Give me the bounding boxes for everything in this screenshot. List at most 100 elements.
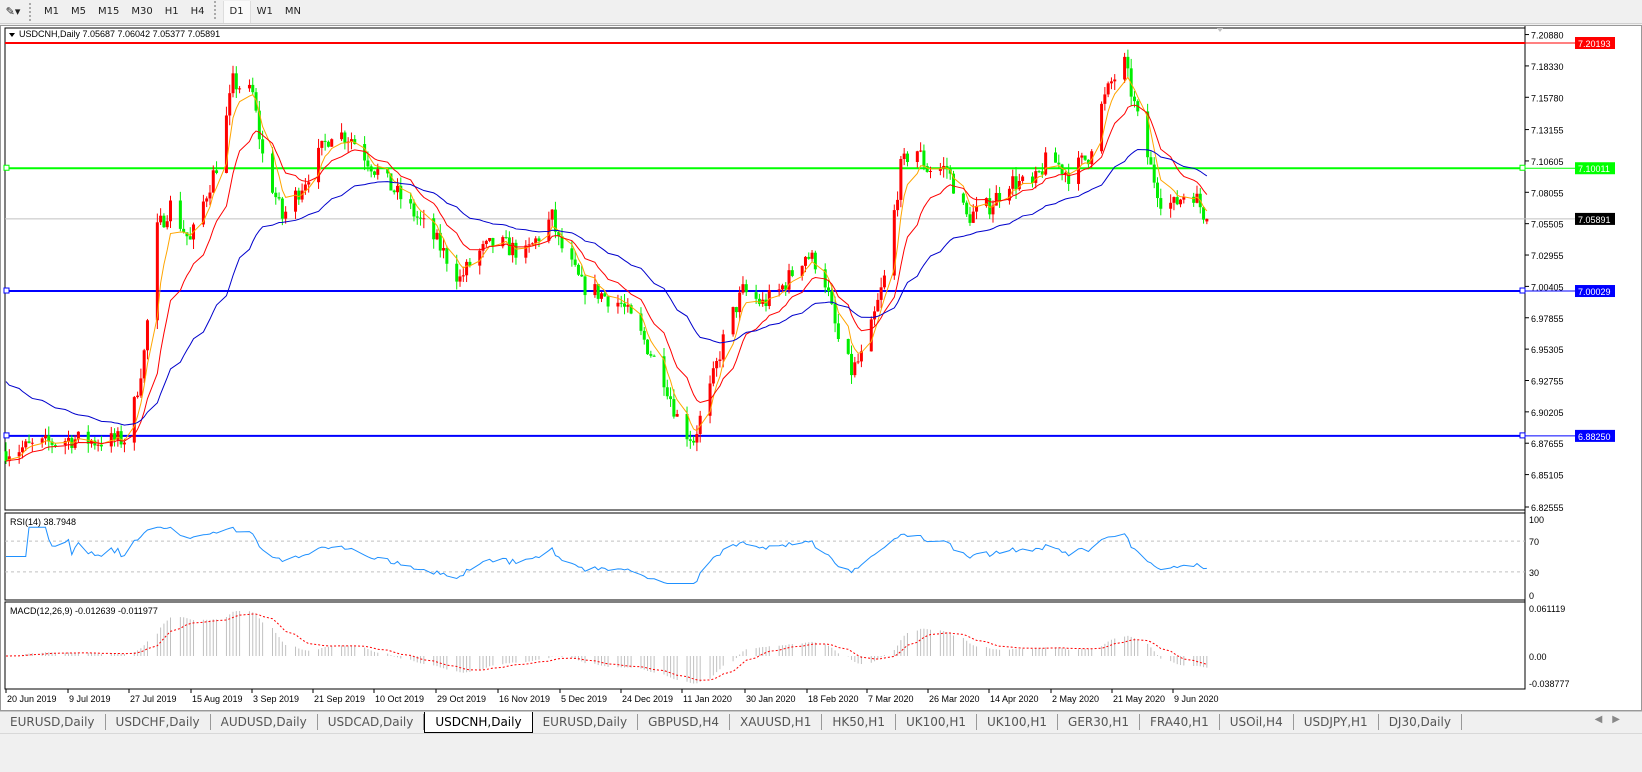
candle-body: [353, 139, 357, 145]
candle-body: [20, 447, 24, 453]
candle-body: [807, 256, 811, 259]
candle-body: [527, 244, 531, 246]
chart-tab[interactable]: USDCHF,Daily: [106, 714, 211, 730]
timeframe-h1[interactable]: H1: [164, 5, 179, 17]
candle-body: [247, 84, 251, 89]
price-tick-label: 7.10605: [1531, 157, 1564, 167]
candle-body: [165, 221, 169, 228]
chart-tabs: EURUSD,Daily USDCHF,Daily AUDUSD,Daily USDC…: [0, 711, 1642, 733]
candle-body: [642, 330, 646, 340]
line-price-label: 7.10011: [1578, 164, 1610, 174]
rsi-line: [6, 526, 1207, 584]
date-tick-label: 9 Jun 2020: [1174, 694, 1219, 704]
candle-body: [741, 284, 745, 293]
candle-body: [363, 144, 367, 161]
chart-tab[interactable]: EURUSD,Daily: [533, 714, 639, 730]
line-handle: [1519, 287, 1526, 294]
price-tick-label: 6.85105: [1531, 471, 1564, 481]
candle-body: [228, 93, 232, 116]
chart-tab[interactable]: UK100,H1: [977, 714, 1059, 730]
candle-body: [856, 361, 860, 363]
price-chart[interactable]: 7.20880 7.18330 7.15780 7.13155 7.10605 7.080…: [1, 26, 1641, 710]
timeframe-w1[interactable]: W1: [256, 5, 273, 17]
chart-tab[interactable]: HK50,H1: [822, 714, 896, 730]
date-tick-label: 16 Nov 2019: [499, 694, 550, 704]
candle-body: [86, 431, 90, 444]
candle-body: [122, 442, 126, 445]
moving-average-line: [5, 76, 1208, 462]
line-tools-icon[interactable]: ✎▾: [5, 5, 21, 18]
candle-body: [925, 166, 929, 172]
timeframe-mn[interactable]: MN: [284, 5, 301, 17]
candle-body: [4, 451, 8, 462]
chart-tab[interactable]: USDCNH,Daily: [424, 712, 533, 733]
candle-body: [116, 431, 120, 440]
timeframe-m5[interactable]: M5: [71, 5, 86, 17]
candle-body: [1113, 79, 1117, 82]
candle-body: [915, 151, 919, 163]
date-tick-label: 10 Oct 2019: [375, 694, 424, 704]
candle-body: [1156, 182, 1159, 199]
price-tick-label: 6.82555: [1531, 503, 1564, 513]
candle-body: [442, 248, 446, 251]
candle-body: [132, 397, 136, 443]
timeframe-toolbar: ✎▾ M1 M5 M15 M30 H1 H4 D1 W1 MN: [0, 0, 1642, 24]
candle-body: [570, 248, 574, 260]
candle-body: [892, 210, 896, 276]
chart-tab[interactable]: XAUUSD,H1: [730, 714, 823, 730]
chart-tab[interactable]: FRA40,H1: [1140, 714, 1220, 730]
chart-tab[interactable]: GER30,H1: [1058, 714, 1140, 730]
chart-tab[interactable]: AUDUSD,Daily: [211, 714, 318, 730]
chart-tab[interactable]: EURUSD,Daily: [0, 714, 106, 730]
candle-body: [396, 185, 400, 193]
tab-scroll-arrows[interactable]: ◀▶: [1594, 714, 1630, 725]
chart-tab[interactable]: UK100,H1: [896, 714, 977, 730]
candle-body: [1044, 152, 1048, 175]
timeframe-h4[interactable]: H4: [190, 5, 205, 17]
chart-tab[interactable]: USOil,H4: [1220, 714, 1294, 730]
current-price-tag: [1575, 212, 1615, 225]
candle-body: [234, 73, 238, 90]
candle-body: [372, 171, 376, 175]
timeframe-m15[interactable]: M15: [98, 5, 120, 17]
chart-tab[interactable]: DJ30,Daily: [1379, 714, 1462, 730]
candle-body: [1057, 162, 1061, 165]
candle-body: [369, 166, 373, 172]
candle-body: [596, 284, 600, 299]
date-tick-label: 29 Oct 2019: [437, 694, 486, 704]
candle-body: [277, 197, 281, 199]
chart-tab[interactable]: GBPUSD,H4: [638, 714, 730, 730]
candle-body: [718, 359, 722, 361]
candle-body: [1159, 198, 1163, 209]
status-bar: [0, 733, 1642, 772]
candle-body: [27, 441, 31, 443]
candle-body: [455, 263, 459, 282]
candle-body: [652, 355, 656, 357]
candle-body: [205, 198, 209, 202]
candle-body: [215, 170, 219, 173]
chart-tab[interactable]: USDJPY,H1: [1294, 714, 1379, 730]
candle-body: [17, 452, 21, 457]
candle-body: [261, 139, 265, 154]
chart-window[interactable]: 7.20880 7.18330 7.15780 7.13155 7.10605 7.080…: [0, 25, 1642, 711]
candle-body: [1077, 157, 1081, 184]
candle-body: [1011, 176, 1015, 189]
candle-body: [67, 437, 71, 442]
candle-body: [1054, 152, 1058, 163]
candle-body: [853, 362, 857, 376]
toolbar-grip[interactable]: [29, 2, 35, 21]
line-price-tag: [1575, 285, 1615, 298]
candle-body: [169, 200, 172, 222]
timeframe-m30[interactable]: M30: [131, 5, 153, 17]
chart-tab[interactable]: USDCAD,Daily: [318, 714, 425, 730]
candle-body: [231, 73, 235, 94]
candle-body: [711, 368, 715, 384]
timeframe-m1[interactable]: M1: [44, 5, 59, 17]
toolbar-separator: [213, 0, 220, 19]
candle-body: [294, 190, 298, 212]
candle-body: [1014, 176, 1018, 190]
candle-body: [757, 298, 761, 304]
line-handle: [3, 432, 10, 439]
timeframe-d1[interactable]: D1: [222, 0, 251, 23]
candle-body: [850, 353, 854, 376]
